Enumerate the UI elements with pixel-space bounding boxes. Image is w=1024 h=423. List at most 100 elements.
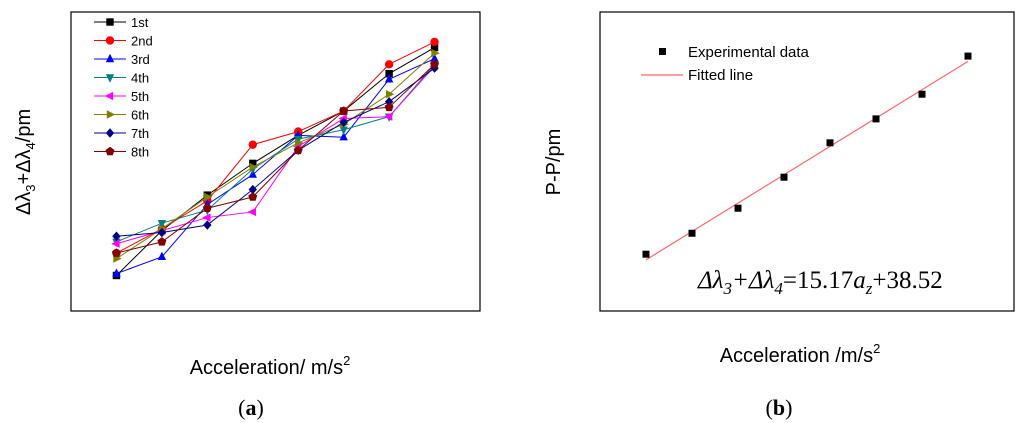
series-line-7th (116, 67, 435, 237)
legend-marker-6th (106, 110, 116, 119)
experimental-point (734, 204, 742, 212)
data-point-1st (430, 43, 439, 52)
data-point-7th (384, 97, 394, 107)
data-point-6th (295, 138, 304, 148)
legend-label-4th: 4th (131, 71, 149, 86)
data-point-6th (249, 162, 258, 172)
legend-marker-4th (105, 74, 115, 83)
legend-entry-3rd: 3rd (94, 52, 150, 67)
data-point-3rd (112, 268, 121, 277)
legend-entry-4th: 4th (94, 71, 149, 86)
chart-a-series (111, 37, 440, 280)
data-point-8th (293, 145, 303, 155)
data-point-7th (203, 220, 212, 230)
data-point-1st (385, 69, 393, 78)
data-point-8th (157, 237, 167, 246)
legend-label-3rd: 3rd (131, 52, 150, 67)
data-point-5th (383, 112, 393, 121)
experimental-point (688, 229, 696, 237)
chart-b: Experimental data Fitted line P-P/pm Acc… (543, 11, 1015, 420)
legend-marker-2nd (105, 36, 115, 45)
data-point-1st (249, 159, 257, 168)
data-point-2nd (384, 60, 394, 69)
data-point-2nd (248, 140, 257, 149)
data-point-7th (112, 231, 121, 241)
series-line-5th (116, 65, 435, 245)
legend-entry-5th: 5th (94, 89, 149, 104)
data-point-7th (248, 184, 257, 195)
legend-marker-7th (105, 128, 115, 138)
data-point-8th (248, 192, 258, 201)
data-point-3rd (339, 132, 348, 141)
series-6th (113, 48, 440, 263)
data-point-4th (339, 126, 348, 135)
legend-entry-6th: 6th (94, 108, 149, 123)
data-point-6th (204, 192, 213, 202)
panel-label-a: (a) (238, 395, 264, 420)
experimental-point (872, 115, 880, 123)
data-point-8th (430, 59, 440, 69)
data-point-4th (157, 219, 167, 229)
data-point-3rd (157, 251, 167, 261)
data-point-4th (294, 135, 303, 145)
data-point-2nd (430, 37, 439, 47)
series-7th (112, 63, 439, 241)
panel-label-b: (b) (766, 395, 793, 420)
legend-marker-3rd (105, 53, 115, 63)
data-point-8th (111, 248, 121, 257)
legend-label-6th: 6th (131, 108, 149, 123)
chart-b-points (642, 52, 972, 258)
chart-a-x-axis-title: Acceleration/ m/s2 (190, 353, 351, 379)
chart-a: 1st 2nd 3rd 4th 5th 6th 7th 8th Δλ3+Δλ4/pm Acce… (13, 11, 481, 420)
series-2nd (112, 37, 439, 258)
experimental-point (826, 139, 834, 147)
svg-text:Δλ3+Δλ4/pm: Δλ3+Δλ4/pm (13, 109, 38, 215)
series-line-6th (116, 52, 435, 260)
data-point-6th (385, 90, 395, 99)
chart-a-plot-frame (70, 11, 481, 312)
series-4th (112, 61, 439, 248)
data-point-7th (339, 117, 348, 127)
chart-b-fit-layer (645, 60, 969, 261)
series-line-2nd (116, 41, 435, 254)
legend-entry-1st: 1st (94, 15, 149, 30)
data-point-5th (247, 207, 256, 217)
chart-a-legend: 1st 2nd 3rd 4th 5th 6th 7th 8th (94, 15, 153, 160)
series-line-4th (116, 63, 435, 243)
series-line-1st (116, 47, 435, 276)
experimental-point (964, 52, 972, 60)
legend-entry-2nd: 2nd (94, 34, 153, 49)
data-point-8th (202, 203, 212, 213)
legend-entry-8th: 8th (94, 145, 149, 160)
series-line-8th (116, 63, 435, 254)
data-point-3rd (430, 53, 439, 62)
data-point-5th (111, 239, 120, 248)
legend-marker-5th (104, 91, 114, 101)
experimental-point (918, 90, 926, 98)
chart-b-plot-frame (599, 11, 1015, 312)
chart-b-y-axis-title: P-P/pm (543, 129, 565, 196)
data-point-8th (339, 106, 349, 115)
data-point-6th (431, 48, 440, 58)
legend-label-1st: 1st (131, 15, 149, 30)
chart-a-y-axis-title: Δλ3+Δλ4/pm (13, 109, 38, 215)
data-point-3rd (384, 74, 394, 83)
legend-marker-experimental (659, 48, 666, 55)
legend-marker-8th (105, 146, 115, 156)
legend-label-7th: 7th (131, 126, 149, 141)
chart-b-legend: Experimental data Fitted line (641, 44, 810, 84)
data-point-5th (202, 213, 211, 222)
legend-label-2nd: 2nd (131, 34, 153, 49)
legend-marker-1st (106, 18, 114, 26)
experimental-point (780, 173, 788, 181)
fitted-line (645, 60, 969, 261)
legend-entry-7th: 7th (94, 126, 149, 141)
legend-label-fitted: Fitted line (688, 67, 753, 84)
fit-equation: Δλ3+Δλ4=15.17az+38.52 (697, 267, 943, 298)
legend-label-8th: 8th (131, 145, 149, 160)
series-8th (111, 59, 440, 257)
data-point-8th (384, 102, 394, 112)
data-point-7th (157, 227, 167, 238)
legend-label-experimental: Experimental data (688, 44, 810, 61)
